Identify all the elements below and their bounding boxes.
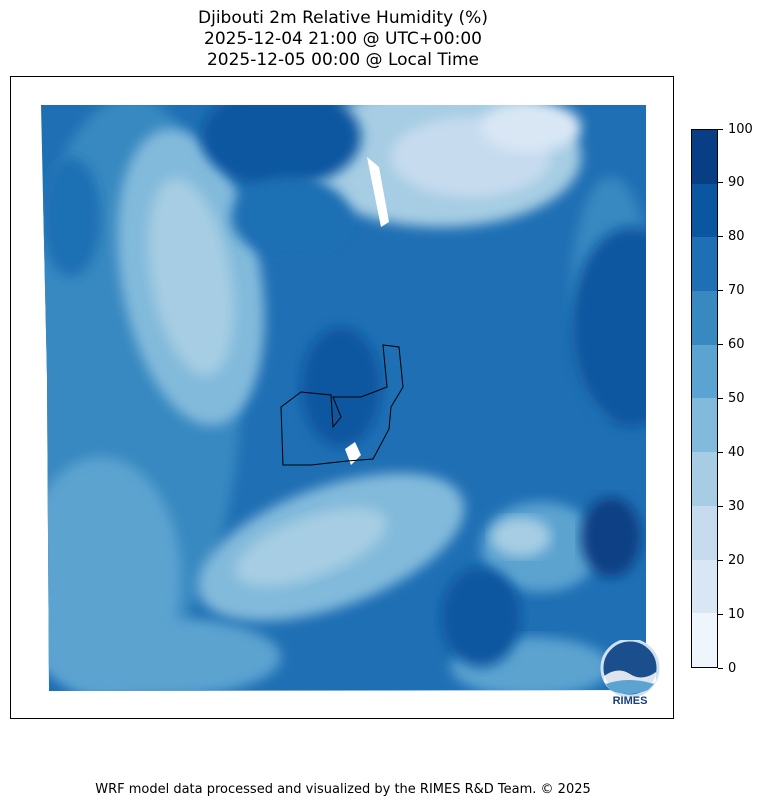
colorbar-band-70 (692, 237, 717, 292)
colorbar-band-80 (692, 183, 717, 238)
colorbar-tick: 40 (718, 445, 745, 460)
rimes-logo: RIMES (600, 640, 660, 706)
colorbar-tick: 70 (718, 283, 745, 298)
contour-fill (41, 105, 646, 691)
humidity-contour (491, 517, 551, 557)
footer-credit: WRF model data processed and visualized … (95, 782, 591, 797)
humidity-contour (301, 327, 381, 447)
humidity-map (41, 105, 646, 691)
title-line-3: 2025-12-05 00:00 @ Local Time (206, 50, 480, 70)
humidity-contour (41, 617, 281, 691)
title-line-1: Djibouti 2m Relative Humidity (%) (198, 8, 488, 28)
colorbar-band-0 (692, 613, 717, 667)
land-gap (345, 442, 361, 465)
colorbar-band-90 (692, 129, 717, 184)
humidity-contour (441, 567, 521, 667)
djibouti-border (280, 344, 404, 466)
colorbar-tick: 50 (718, 391, 745, 406)
humidity-contour (481, 105, 581, 152)
colorbar-band-60 (692, 291, 717, 345)
logo-text: RIMES (613, 695, 648, 706)
colorbar-band-10 (692, 559, 717, 614)
map-frame (10, 76, 674, 719)
colorbar-tick: 90 (718, 175, 745, 190)
humidity-contour (201, 105, 361, 187)
colorbar-tick: 0 (718, 661, 736, 676)
colorbar-tick: 20 (718, 553, 745, 568)
colorbar-tick: 30 (718, 499, 745, 514)
humidity-contour (235, 507, 387, 587)
colorbar-band-50 (692, 344, 717, 399)
colorbar-band-20 (692, 505, 717, 560)
humidity-contour (41, 157, 101, 277)
humidity-contour (147, 178, 235, 376)
colorbar (691, 129, 718, 668)
land-gap (367, 157, 389, 227)
colorbar-band-30 (692, 452, 717, 506)
humidity-contour (231, 177, 351, 257)
title-line-2: 2025-12-04 21:00 @ UTC+00:00 (204, 29, 482, 49)
colorbar-band-40 (692, 398, 717, 453)
humidity-contour (571, 227, 646, 427)
colorbar-tick: 100 (718, 122, 753, 137)
humidity-contour (581, 497, 641, 577)
colorbar-tick: 10 (718, 607, 745, 622)
chart-title: Djibouti 2m Relative Humidity (%) 2025-1… (0, 8, 686, 71)
colorbar-tick: 60 (718, 337, 745, 352)
colorbar-tick: 80 (718, 229, 745, 244)
